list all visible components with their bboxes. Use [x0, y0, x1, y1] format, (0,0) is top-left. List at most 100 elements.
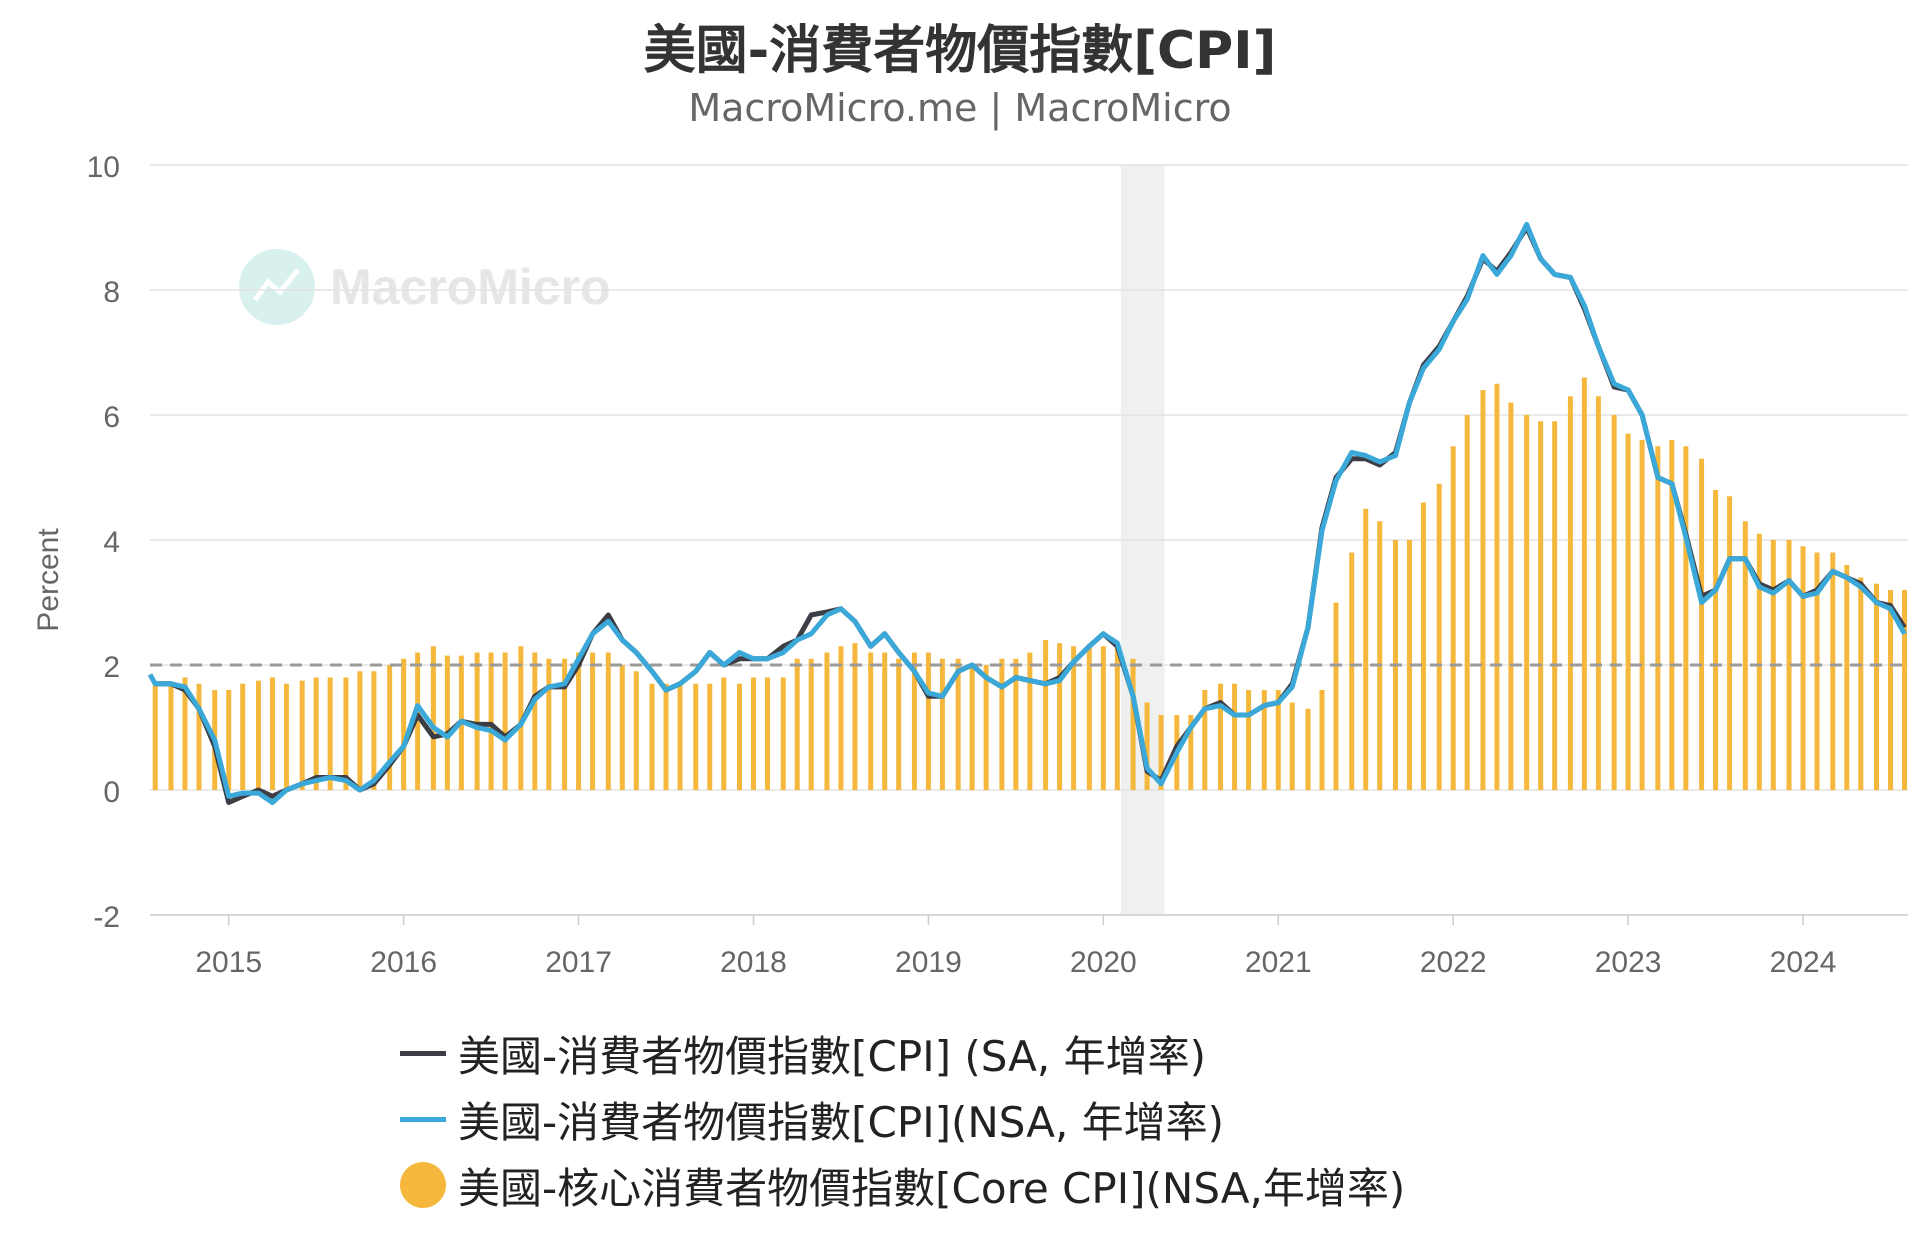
- core-cpi-bar: [1450, 446, 1456, 790]
- core-cpi-bar: [1814, 552, 1820, 790]
- core-cpi-bar: [750, 677, 756, 790]
- core-cpi-bar: [1158, 715, 1164, 790]
- core-cpi-bar: [226, 690, 232, 790]
- core-cpi-bar: [1830, 552, 1836, 790]
- core-cpi-bar: [1305, 708, 1311, 790]
- core-cpi-bar: [1261, 690, 1267, 790]
- core-cpi-bar: [736, 683, 742, 790]
- chart-title: 美國-消費者物價指數[CPI]: [643, 21, 1277, 81]
- x-tick-label: 2019: [895, 946, 962, 979]
- core-cpi-bar: [649, 683, 655, 790]
- core-cpi-bar: [1377, 521, 1383, 790]
- core-cpi-bar: [1406, 540, 1412, 790]
- core-cpi-bar: [1683, 446, 1689, 790]
- y-tick-label: 10: [87, 151, 120, 184]
- core-cpi-bar: [532, 652, 538, 790]
- core-cpi-bar: [1524, 415, 1530, 790]
- core-cpi-bar: [1669, 440, 1675, 790]
- core-cpi-bar: [1844, 565, 1850, 790]
- core-cpi-bar: [1027, 652, 1033, 790]
- legend-item-cpi-nsa[interactable]: 美國-消費者物價指數[CPI](NSA, 年增率): [400, 1086, 1405, 1152]
- core-cpi-bar: [1595, 396, 1601, 790]
- core-cpi-bar: [1508, 402, 1514, 790]
- core-cpi-bar: [1114, 646, 1120, 790]
- core-cpi-bar: [868, 652, 874, 790]
- core-cpi-bar: [502, 652, 508, 790]
- core-cpi-bar: [488, 652, 494, 790]
- core-cpi-bar: [1100, 646, 1106, 790]
- x-tick-label: 2020: [1070, 946, 1137, 979]
- core-cpi-bar: [1086, 646, 1092, 790]
- y-tick-label: 0: [103, 776, 120, 809]
- core-cpi-bar: [939, 658, 945, 790]
- core-cpi-bar: [1144, 702, 1150, 790]
- core-cpi-bar: [576, 652, 582, 790]
- y-tick-label: 6: [103, 401, 120, 434]
- core-cpi-bar: [1289, 702, 1295, 790]
- watermark: MacroMicro: [239, 249, 611, 325]
- core-cpi-bar: [1333, 602, 1339, 790]
- core-cpi-bar: [1786, 540, 1792, 790]
- core-cpi-bar: [969, 665, 975, 790]
- core-cpi-bar: [1639, 440, 1645, 790]
- core-cpi-bar: [299, 680, 305, 790]
- core-cpi-bar: [1464, 415, 1470, 790]
- x-tick-label: 2018: [720, 946, 787, 979]
- core-cpi-bar: [1013, 658, 1019, 790]
- x-tick-label: 2016: [370, 946, 437, 979]
- core-cpi-bar: [283, 683, 289, 790]
- core-cpi-bar: [1071, 646, 1077, 790]
- y-tick-label: 2: [103, 651, 120, 684]
- x-tick-label: 2022: [1420, 946, 1487, 979]
- core-cpi-bar: [387, 665, 393, 790]
- core-cpi-bar: [1275, 690, 1281, 790]
- core-cpi-bar: [999, 658, 1005, 790]
- core-cpi-bar: [852, 643, 858, 790]
- core-cpi-bar: [415, 652, 421, 790]
- core-cpi-bar: [1232, 683, 1238, 790]
- core-cpi-bar: [808, 658, 814, 790]
- legend-item-cpi-sa[interactable]: 美國-消費者物價指數[CPI] (SA, 年增率): [400, 1020, 1405, 1086]
- core-cpi-bar: [327, 677, 333, 790]
- core-cpi-bar: [663, 683, 669, 790]
- core-cpi-bar: [152, 683, 158, 790]
- core-cpi-bar: [1874, 583, 1880, 790]
- core-cpi-bar: [1494, 383, 1500, 790]
- core-cpi-bar: [1713, 490, 1719, 790]
- watermark-text: MacroMicro: [330, 259, 611, 315]
- core-cpi-bar: [721, 677, 727, 790]
- core-cpi-bar: [168, 683, 174, 790]
- core-cpi-bar: [1699, 458, 1705, 790]
- core-cpi-bar: [1349, 552, 1355, 790]
- core-cpi-bar: [780, 677, 786, 790]
- core-cpi-bar: [1552, 421, 1558, 790]
- core-cpi-bar: [182, 677, 188, 790]
- core-cpi-bar: [1756, 533, 1762, 790]
- core-cpi-bar: [474, 652, 480, 790]
- core-cpi-bar: [1625, 433, 1631, 790]
- core-cpi-bar: [1888, 590, 1894, 790]
- core-cpi-bar: [1742, 521, 1748, 790]
- core-cpi-bar: [444, 655, 450, 790]
- core-cpi-bar: [430, 646, 436, 790]
- core-cpi-bar: [1800, 546, 1806, 790]
- core-cpi-bar: [824, 652, 830, 790]
- legend-label-core-cpi: 美國-核心消費者物價指數[Core CPI](NSA,年增率): [458, 1163, 1406, 1213]
- core-cpi-bar: [1043, 640, 1049, 790]
- core-cpi-bar: [955, 658, 961, 790]
- core-cpi-bar: [1319, 690, 1325, 790]
- core-cpi-bar: [1480, 390, 1486, 790]
- core-cpi-bar: [677, 683, 683, 790]
- legend-item-core-cpi[interactable]: 美國-核心消費者物價指數[Core CPI](NSA,年增率): [400, 1152, 1405, 1218]
- core-cpi-bar: [1057, 643, 1063, 790]
- legend-label-cpi-sa: 美國-消費者物價指數[CPI] (SA, 年增率): [458, 1031, 1206, 1081]
- core-cpi-bar: [925, 652, 931, 790]
- legend-swatch-cpi-nsa: [400, 1116, 446, 1122]
- core-cpi-bar: [882, 652, 888, 790]
- core-cpi-bar: [562, 658, 568, 790]
- core-cpi-bar: [896, 658, 902, 790]
- legend-swatch-cpi-sa: [400, 1050, 446, 1056]
- core-cpi-bar: [313, 677, 319, 790]
